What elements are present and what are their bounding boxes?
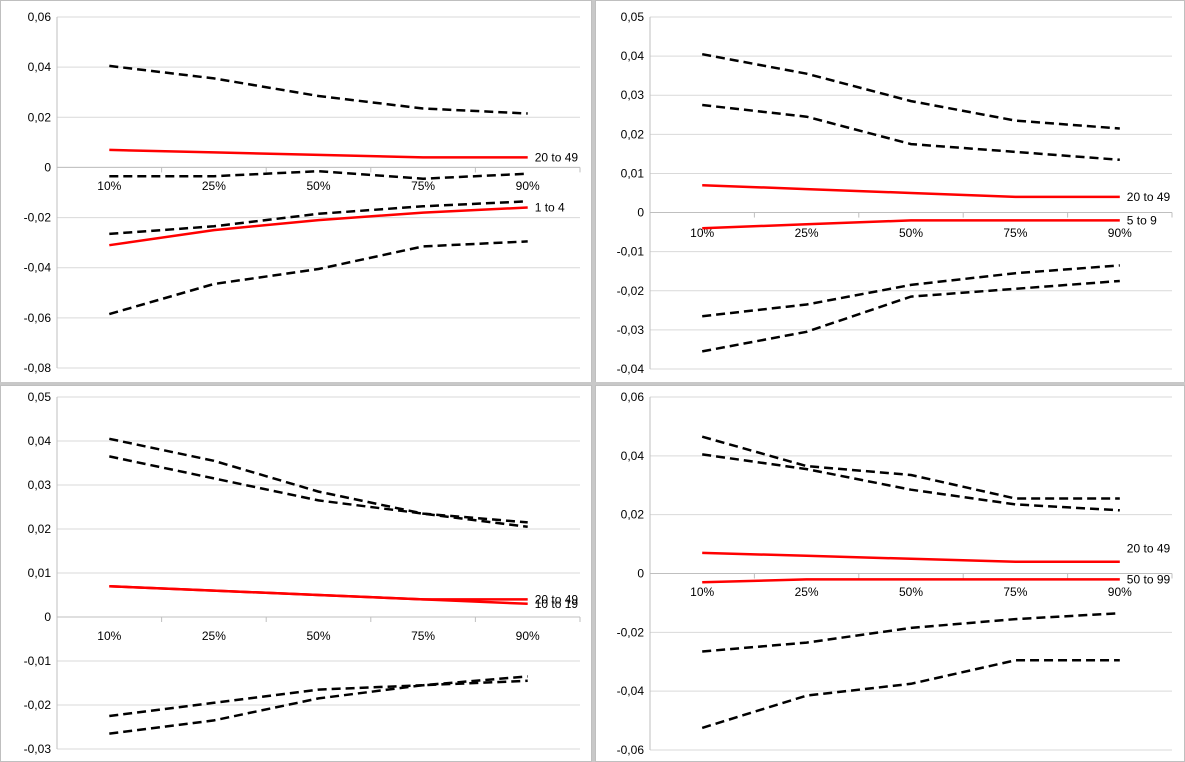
series-line-dashed	[702, 103, 1120, 162]
vertical-divider	[592, 0, 595, 762]
x-tick-label: 10%	[690, 585, 714, 599]
series-line-solid	[109, 206, 528, 247]
y-tick-label: 0,05	[621, 10, 645, 24]
y-tick-label: 0,06	[621, 390, 645, 404]
y-tick-label: -0,03	[24, 742, 52, 756]
series-line-solid	[109, 584, 528, 606]
y-tick-label: 0,01	[28, 566, 52, 580]
y-tick-label: 0,02	[621, 127, 645, 141]
series-line-dashed	[109, 64, 528, 115]
series-label: 20 to 49	[535, 150, 579, 164]
chart-panel-top-right: -0,04 -0,03 -0,02 -0,01 0 0,01 0,02 0,03 0,04 0,0…	[595, 0, 1185, 383]
series-line-dashed	[109, 200, 528, 236]
y-tick-label: -0,02	[24, 211, 52, 225]
series-label: 10 to 19	[535, 597, 579, 611]
series-line-solid	[702, 219, 1120, 230]
y-tick-label: -0,04	[24, 261, 52, 275]
x-tick-label: 75%	[1003, 585, 1027, 599]
y-tick-label: -0,02	[24, 698, 52, 712]
series-line-solid	[702, 578, 1120, 584]
y-tick-label: 0,04	[28, 434, 52, 448]
x-tick-label: 25%	[795, 585, 819, 599]
y-tick-label: 0,02	[28, 522, 52, 536]
y-tick-label: 0,03	[621, 88, 645, 102]
y-tick-label: -0,06	[24, 311, 52, 325]
chart-panel-bottom-left: -0,03 -0,02 -0,01 0 0,01 0,02 0,03 0,04 0,05 10% 2…	[0, 385, 592, 762]
x-tick-label: 10%	[97, 629, 121, 643]
y-tick-label: 0,04	[621, 449, 645, 463]
chart-svg-3: -0,03 -0,02 -0,01 0 0,01 0,02 0,03 0,04 0,05 10% 2…	[24, 390, 581, 756]
y-tick-label: -0,03	[617, 323, 645, 337]
chart-panel-bottom-right: -0,06 -0,04 -0,02 0 0,02 0,04 0,06 10% 25% 50% 75%…	[595, 385, 1185, 762]
y-tick-label: 0,05	[28, 390, 52, 404]
x-tick-label: 50%	[306, 179, 330, 193]
x-tick-label: 75%	[411, 629, 435, 643]
series-label: 5 to 9	[1127, 213, 1157, 227]
y-tick-label: -0,01	[617, 245, 645, 259]
y-tick-label: 0	[44, 160, 51, 174]
series-line-dashed	[108, 240, 528, 316]
series-line-dashed	[109, 437, 528, 524]
x-tick-label: 90%	[1108, 585, 1132, 599]
y-tick-label: 0,01	[621, 166, 645, 180]
series-label: 1 to 4	[535, 201, 565, 215]
y-tick-label: 0,06	[28, 10, 52, 24]
series-line-dashed	[701, 435, 1120, 500]
y-tick-label: 0	[637, 567, 644, 581]
x-tick-label: 25%	[795, 226, 819, 240]
x-tick-label: 90%	[516, 179, 540, 193]
x-tick-label: 50%	[899, 226, 923, 240]
series-label: 20 to 49	[1127, 190, 1171, 204]
series-line-dashed	[701, 659, 1120, 730]
series-line-solid	[702, 183, 1120, 199]
chart-svg-2: -0,04 -0,03 -0,02 -0,01 0 0,01 0,02 0,03 0,04 0,0…	[617, 10, 1173, 376]
x-tick-label: 50%	[899, 585, 923, 599]
x-tick-label: 25%	[202, 629, 226, 643]
x-tick-label: 10%	[690, 226, 714, 240]
series-line-dashed	[109, 675, 528, 718]
y-tick-label: 0,03	[28, 478, 52, 492]
x-tick-label: 10%	[97, 179, 121, 193]
chart-panel-top-left: -0,08 -0,06 -0,04 -0,02 0 0,02 0,04 0,06 10% 25% 5…	[0, 0, 592, 383]
x-tick-label: 50%	[306, 629, 330, 643]
y-tick-label: -0,04	[617, 684, 645, 698]
y-tick-label: 0,02	[621, 508, 645, 522]
series-line-dashed	[701, 279, 1120, 353]
x-tick-label: 25%	[202, 179, 226, 193]
series-line-dashed	[109, 169, 528, 180]
series-label: 50 to 99	[1127, 572, 1171, 586]
y-tick-label: 0,04	[621, 49, 645, 63]
y-tick-label: 0	[637, 206, 644, 220]
y-tick-label: -0,02	[617, 625, 645, 639]
y-tick-label: -0,06	[617, 743, 645, 757]
x-tick-label: 90%	[516, 629, 540, 643]
series-line-dashed	[109, 679, 528, 735]
chart-svg-1: -0,08 -0,06 -0,04 -0,02 0 0,02 0,04 0,06 10% 25% 5…	[24, 10, 581, 375]
y-tick-label: -0,01	[24, 654, 52, 668]
series-line-dashed	[109, 455, 528, 529]
series-line-dashed	[701, 52, 1120, 130]
series-line-dashed	[702, 264, 1120, 318]
series-label: 20 to 49	[1127, 542, 1171, 556]
y-tick-label: -0,04	[617, 362, 645, 376]
x-tick-label: 75%	[1003, 226, 1027, 240]
y-tick-label: -0,08	[24, 361, 52, 375]
y-tick-label: -0,02	[617, 284, 645, 298]
y-tick-label: 0,02	[28, 110, 52, 124]
series-line-dashed	[702, 611, 1120, 653]
y-tick-label: 0	[44, 610, 51, 624]
series-line-solid	[109, 148, 528, 159]
series-label: 20 to 49	[535, 592, 579, 606]
x-tick-label: 90%	[1108, 226, 1132, 240]
y-tick-label: 0,04	[28, 60, 52, 74]
series-line-solid	[702, 551, 1120, 563]
series-line-dashed	[702, 453, 1120, 512]
x-tick-label: 75%	[411, 179, 435, 193]
chart-svg-4: -0,06 -0,04 -0,02 0 0,02 0,04 0,06 10% 25% 50% 75%…	[617, 390, 1173, 757]
